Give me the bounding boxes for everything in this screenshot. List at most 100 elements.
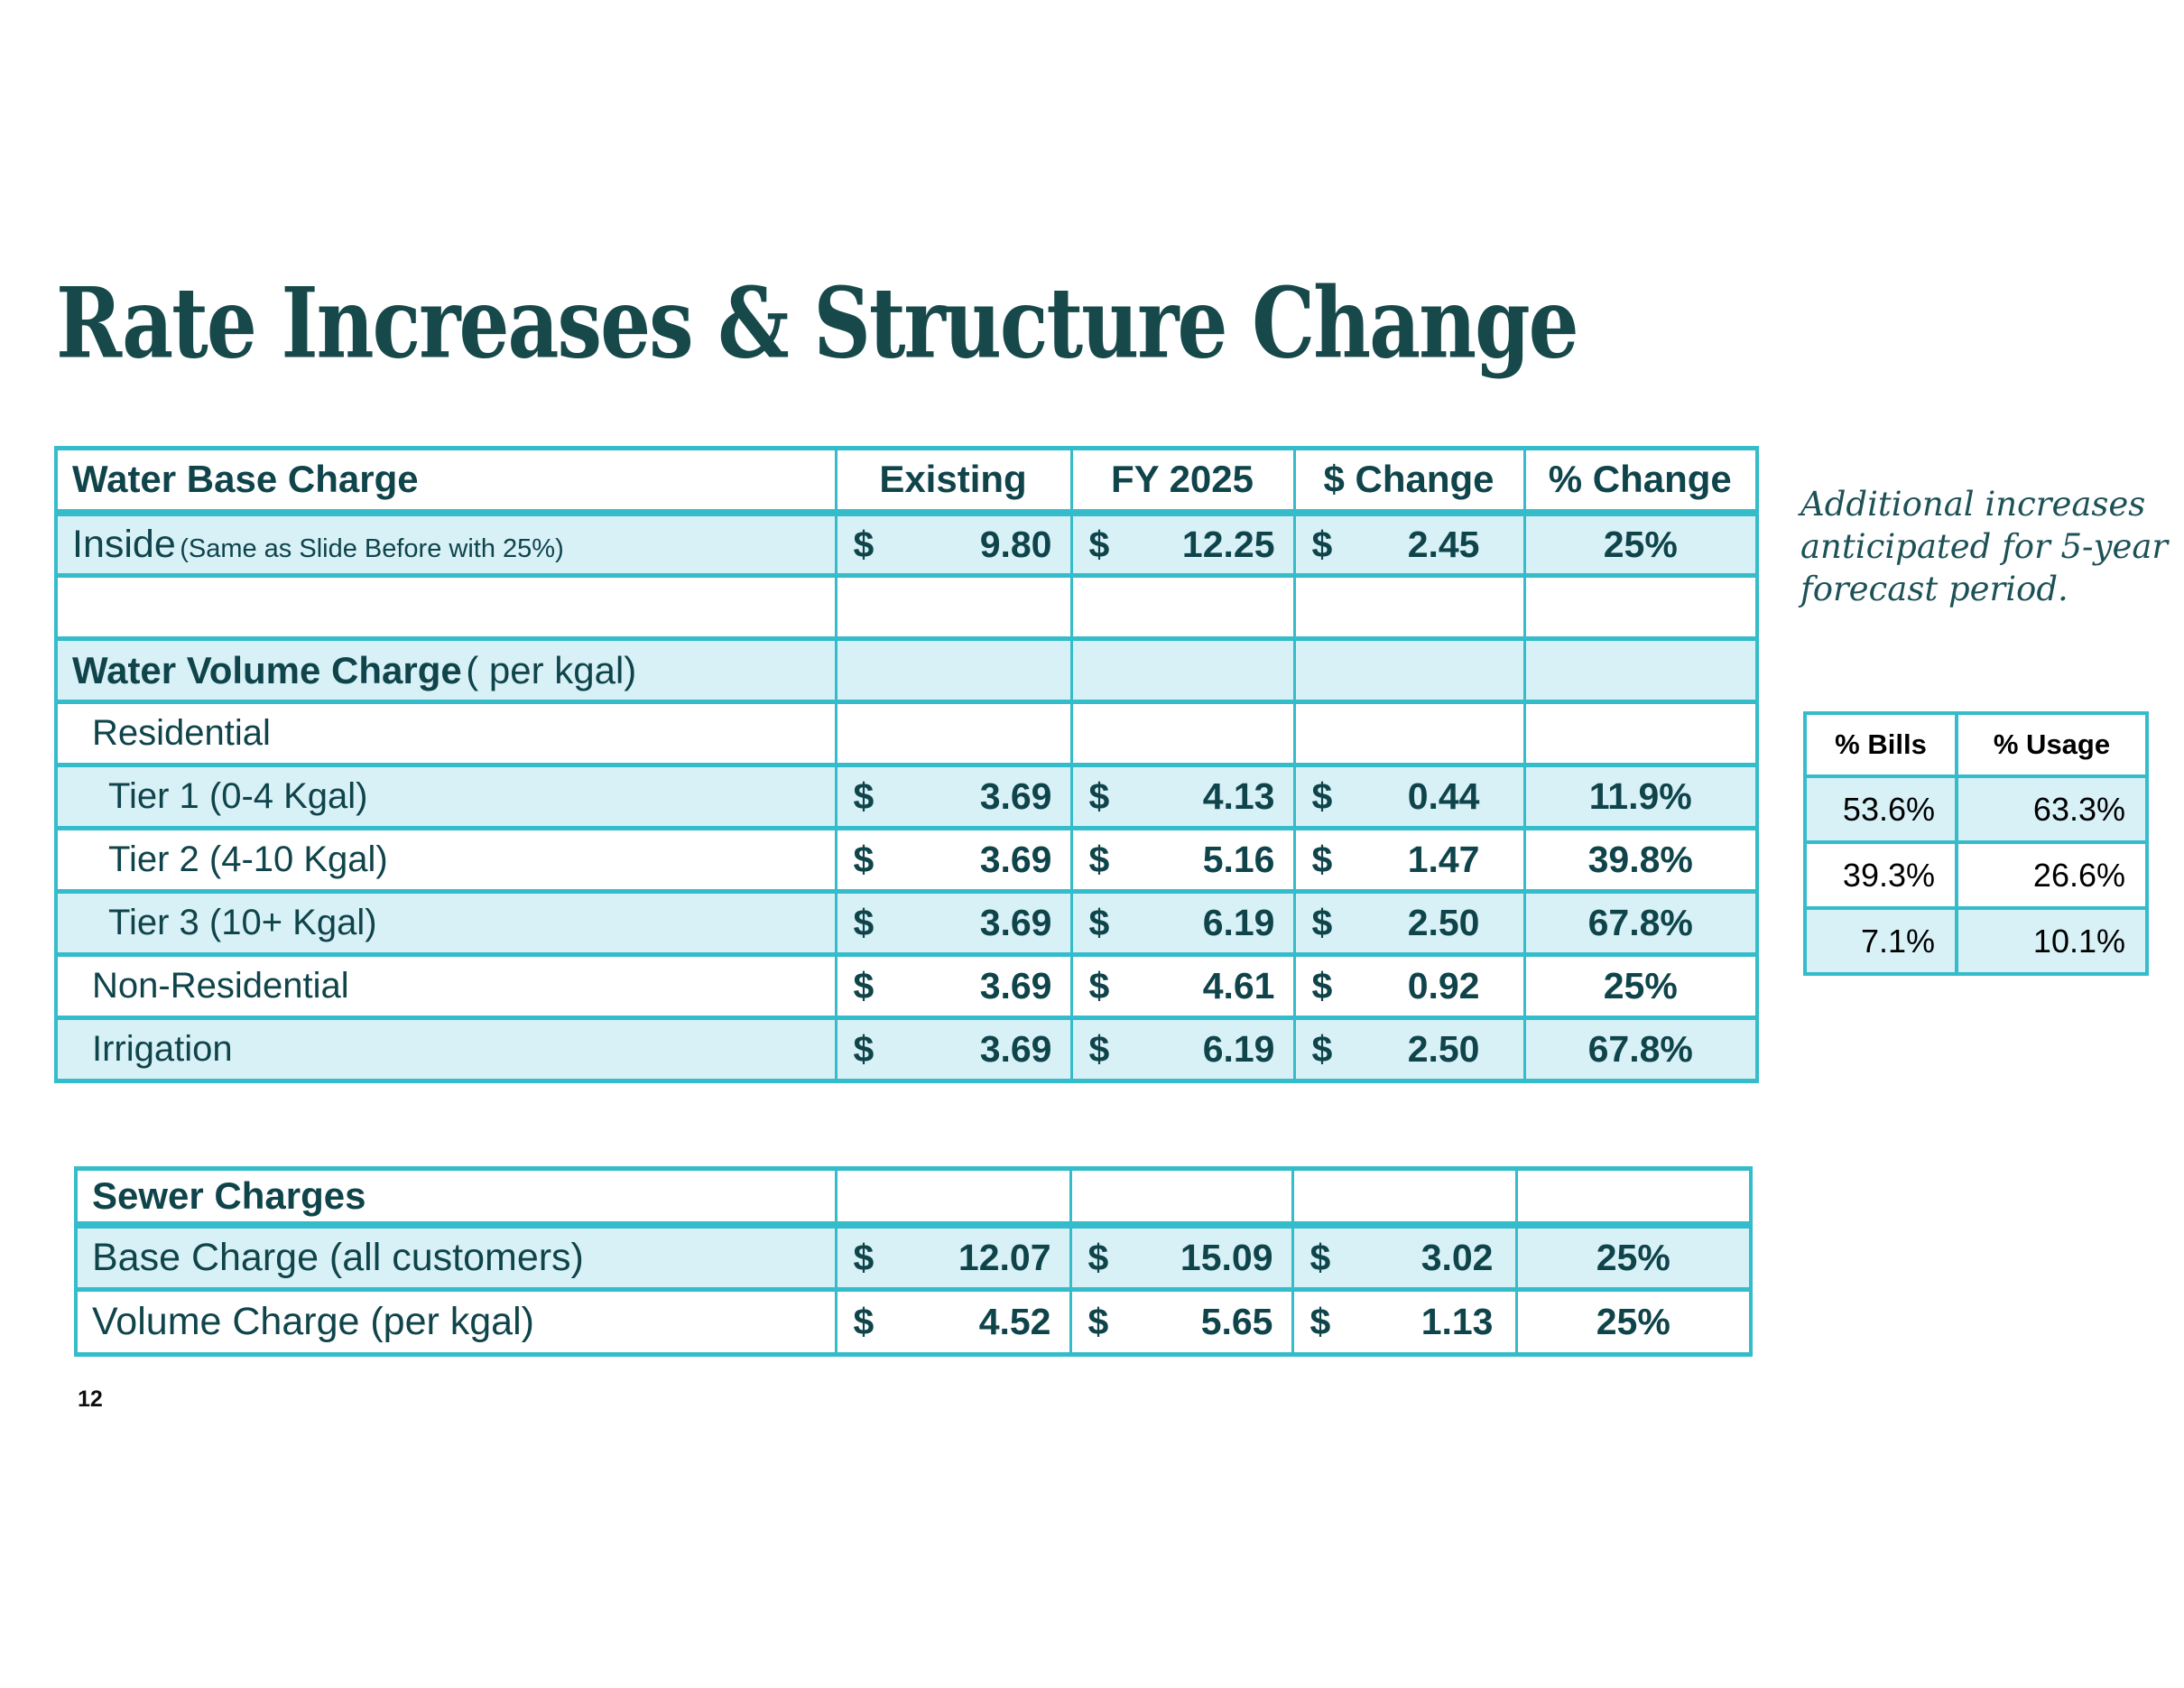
row-label: Inside <box>72 522 176 566</box>
row-label: Residential <box>92 713 271 753</box>
cell-label: Inside (Same as Slide Before with 25%) <box>54 512 838 576</box>
cell-pct-change: 11.9% <box>1522 765 1759 829</box>
table-row: Tier 3 (10+ Kgal) $3.69 $6.19 $2.50 67.8% <box>54 891 1759 955</box>
cell-existing: $9.80 <box>834 512 1073 576</box>
money-value: $3.69 <box>838 1028 1069 1071</box>
dollar-sign: $ <box>853 902 875 943</box>
cell-pct-change: 67.8% <box>1522 1017 1759 1081</box>
row-label-suffix: ( per kgal) <box>466 648 637 691</box>
dollar-sign: $ <box>1311 1028 1333 1070</box>
sewer-table-header-row: Sewer Charges <box>74 1168 1753 1225</box>
money-value: $5.16 <box>1074 839 1291 881</box>
page-number: 12 <box>78 1387 103 1412</box>
cell-fy2025 <box>1069 701 1296 765</box>
amount: 6.19 <box>1202 902 1275 943</box>
table-row: Base Charge (all customers) $12.07 $15.09 $… <box>74 1224 1753 1290</box>
table-row: Tier 2 (4-10 Kgal) $3.69 $5.16 $1.47 39.8% <box>54 828 1759 892</box>
table-row: Non-Residential $3.69 $4.61 $0.92 25% <box>54 954 1759 1018</box>
amount: 0.44 <box>1407 775 1480 817</box>
row-label: Non-Residential <box>92 966 349 1006</box>
dollar-sign: $ <box>1088 523 1110 565</box>
amount: 15.09 <box>1180 1236 1273 1278</box>
cell-label: Non-Residential <box>54 954 838 1018</box>
col-header-existing: Existing <box>834 448 1073 513</box>
cell-pct-change: 25% <box>1522 512 1759 576</box>
money-value: $3.69 <box>838 965 1069 1007</box>
cell-fy2025 <box>1069 575 1296 639</box>
money-value: $2.45 <box>1297 524 1522 566</box>
amount: 2.50 <box>1407 1028 1480 1070</box>
cell-pct-usage: 26.6% <box>1955 840 2149 910</box>
empty-cell <box>1514 1168 1753 1225</box>
cell-existing <box>834 575 1073 639</box>
row-label: Base Charge (all customers) <box>92 1235 584 1279</box>
amount: 3.69 <box>979 902 1052 943</box>
empty-cell <box>1291 1168 1518 1225</box>
row-label: Irrigation <box>92 1029 233 1069</box>
dollar-sign: $ <box>853 775 875 817</box>
row-label: Tier 3 (10+ Kgal) <box>108 903 377 942</box>
col-header-fy2025: FY 2025 <box>1069 448 1296 513</box>
dollar-sign: $ <box>1311 839 1333 880</box>
sewer-rates-table: Sewer Charges Base Charge (all customers… <box>74 1166 1753 1357</box>
dollar-sign: $ <box>1309 1236 1331 1278</box>
cell-fy2025: $6.19 <box>1069 891 1296 955</box>
col-header-water-base-charge: Water Base Charge <box>54 448 838 513</box>
cell-fy2025: $15.09 <box>1069 1224 1294 1290</box>
amount: 2.50 <box>1407 902 1480 943</box>
cell-pct-bills: 53.6% <box>1803 774 1958 844</box>
dollar-sign: $ <box>1087 1301 1109 1342</box>
cell-pct-usage: 63.3% <box>1955 774 2149 844</box>
table-row: Tier 1 (0-4 Kgal) $3.69 $4.13 $0.44 11.9% <box>54 765 1759 829</box>
money-value: $3.02 <box>1295 1236 1513 1279</box>
amount: 9.80 <box>979 523 1052 565</box>
cell-fy2025: $4.13 <box>1069 765 1296 829</box>
cell-dollar-change: $0.44 <box>1292 765 1526 829</box>
empty-cell <box>834 1168 1072 1225</box>
money-value: $15.09 <box>1073 1236 1290 1279</box>
cell-label: Residential <box>54 701 838 765</box>
money-value: $5.65 <box>1073 1301 1290 1343</box>
table-row: Residential <box>54 701 1759 765</box>
cell-pct-usage: 10.1% <box>1955 906 2149 976</box>
amount: 0.92 <box>1407 965 1480 1006</box>
cell-dollar-change: $0.92 <box>1292 954 1526 1018</box>
dollar-sign: $ <box>853 1236 875 1278</box>
amount: 6.19 <box>1202 1028 1275 1070</box>
table-row: 53.6% 63.3% <box>1803 774 2149 844</box>
cell-existing <box>834 638 1073 702</box>
col-header-sewer-charges: Sewer Charges <box>74 1168 838 1225</box>
amount: 4.61 <box>1202 965 1275 1006</box>
amount: 1.47 <box>1407 839 1480 880</box>
forecast-note: Additional increases anticipated for 5-y… <box>1800 483 2168 610</box>
table-row: Inside (Same as Slide Before with 25%) $9… <box>54 512 1759 576</box>
dollar-sign: $ <box>1311 775 1333 817</box>
money-value: $12.07 <box>838 1236 1068 1279</box>
row-label: Tier 1 (0-4 Kgal) <box>108 776 368 816</box>
cell-dollar-change <box>1292 638 1526 702</box>
cell-existing: $4.52 <box>834 1289 1072 1355</box>
dollar-sign: $ <box>1309 1301 1331 1342</box>
cell-dollar-change: $2.50 <box>1292 1017 1526 1081</box>
dollar-sign: $ <box>1311 902 1333 943</box>
table-row: Water Volume Charge ( per kgal) <box>54 638 1759 702</box>
money-value: $6.19 <box>1074 1028 1291 1071</box>
row-label: Tier 2 (4-10 Kgal) <box>108 839 388 879</box>
amount: 5.16 <box>1202 839 1275 880</box>
table-row: Irrigation $3.69 $6.19 $2.50 67.8% <box>54 1017 1759 1081</box>
cell-label: Tier 1 (0-4 Kgal) <box>54 765 838 829</box>
cell-label <box>54 575 838 639</box>
money-value: $3.69 <box>838 902 1069 944</box>
cell-pct-change <box>1522 638 1759 702</box>
col-header-pct-change: % Change <box>1522 448 1759 513</box>
dollar-sign: $ <box>1088 1028 1110 1070</box>
table-row: Volume Charge (per kgal) $4.52 $5.65 $1.13 2… <box>74 1289 1753 1355</box>
cell-dollar-change: $3.02 <box>1291 1224 1518 1290</box>
cell-dollar-change: $1.47 <box>1292 828 1526 892</box>
cell-fy2025: $6.19 <box>1069 1017 1296 1081</box>
money-value: $0.92 <box>1297 965 1522 1007</box>
cell-pct-change: 25% <box>1514 1289 1753 1355</box>
amount: 3.69 <box>979 839 1052 880</box>
cell-pct-change: 25% <box>1522 954 1759 1018</box>
cell-label: Tier 2 (4-10 Kgal) <box>54 828 838 892</box>
